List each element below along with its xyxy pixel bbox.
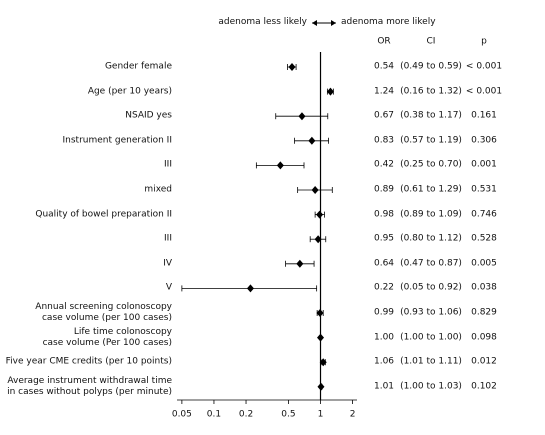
row-label: V — [165, 282, 172, 293]
x-tick-label: 0.1 — [207, 410, 221, 420]
estimate-diamond — [308, 136, 316, 145]
p-value: 0.001 — [471, 159, 497, 170]
row-label: Age (per 10 years) — [87, 86, 172, 97]
x-tick-label: 2 — [350, 410, 356, 420]
p-value: 0.531 — [471, 184, 497, 195]
p-value: 0.012 — [471, 356, 497, 367]
header-left: adenoma less likely — [218, 17, 307, 27]
row-label: mixed — [144, 184, 172, 195]
p-value: < 0.001 — [465, 86, 503, 97]
ci-text: (0.93 to 1.06) — [400, 307, 462, 318]
or-value: 0.89 — [373, 184, 395, 195]
row-label: NSAID yes — [125, 110, 172, 121]
or-value: 0.42 — [373, 159, 395, 170]
row-label: Life time colonoscopy case volume (Per 1… — [42, 326, 172, 348]
row-label: IV — [163, 258, 172, 269]
ci-text: (0.47 to 0.87) — [400, 258, 462, 269]
estimate-diamond — [326, 87, 334, 96]
estimate-diamond — [317, 382, 325, 391]
ci-text: (0.25 to 0.70) — [400, 159, 462, 170]
p-value: 0.829 — [471, 307, 497, 318]
x-tick-label: 0.05 — [172, 410, 192, 420]
x-tick-label: 0.5 — [281, 410, 295, 420]
row-label: Five year CME credits (per 10 points) — [5, 356, 172, 367]
or-value: 1.24 — [373, 86, 395, 97]
estimate-diamond — [314, 235, 322, 244]
header-right: adenoma more likely — [341, 17, 436, 27]
p-value: 0.038 — [471, 282, 497, 293]
ci-text: (0.38 to 1.17) — [400, 110, 462, 121]
or-value: 1.06 — [373, 356, 395, 367]
p-value: 0.161 — [471, 110, 497, 121]
p-value: 0.005 — [471, 258, 497, 269]
or-value: 0.64 — [373, 258, 395, 269]
or-value: 1.00 — [373, 332, 395, 343]
row-label: Instrument generation II — [62, 135, 173, 146]
row-label: Quality of bowel preparation II — [35, 209, 172, 220]
ci-text: (1.00 to 1.00) — [400, 332, 462, 343]
or-value: 0.54 — [373, 61, 395, 72]
or-value: 0.67 — [373, 110, 395, 121]
estimate-diamond — [296, 259, 304, 268]
row-label: Gender female — [104, 61, 172, 72]
estimate-diamond — [246, 284, 254, 293]
row-label: III — [164, 159, 172, 170]
x-tick-label: 1 — [318, 410, 324, 420]
or-value: 1.01 — [373, 381, 395, 392]
p-value: 0.306 — [471, 135, 497, 146]
ci-text: (0.49 to 0.59) — [400, 61, 462, 72]
estimate-diamond — [319, 358, 327, 367]
or-value: 0.22 — [373, 282, 395, 293]
ci-text: (0.61 to 1.29) — [400, 184, 462, 195]
ci-text: (1.00 to 1.03) — [400, 381, 462, 392]
or-value: 0.83 — [373, 135, 395, 146]
or-value: 0.99 — [373, 307, 395, 318]
ci-text: (0.05 to 0.92) — [400, 282, 462, 293]
p-value: 0.746 — [471, 209, 497, 220]
or-value: 0.95 — [373, 233, 395, 244]
p-value: < 0.001 — [465, 61, 503, 72]
or-value: 0.98 — [373, 209, 395, 220]
estimate-diamond — [311, 186, 319, 194]
row-label: Average instrument withdrawal time in ca… — [7, 375, 172, 397]
estimate-diamond — [298, 112, 306, 121]
x-tick-label: 0.2 — [239, 410, 253, 420]
col-header: p — [481, 36, 487, 47]
arrow-heads — [312, 20, 336, 26]
ci-text: (0.57 to 1.19) — [400, 135, 462, 146]
ci-text: (0.89 to 1.09) — [400, 209, 462, 220]
row-label: III — [164, 233, 172, 244]
col-header: OR — [377, 36, 391, 47]
p-value: 0.528 — [471, 233, 497, 244]
p-value: 0.098 — [471, 332, 497, 343]
ci-text: (1.01 to 1.11) — [400, 356, 462, 367]
p-value: 0.102 — [471, 381, 497, 392]
ci-text: (0.16 to 1.32) — [400, 86, 462, 97]
row-label: Annual screening colonoscopy case volume… — [35, 302, 172, 323]
estimate-diamond — [316, 309, 324, 317]
estimate-diamond — [317, 333, 325, 342]
col-header: CI — [426, 36, 436, 47]
estimate-diamond — [276, 161, 284, 170]
ci-text: (0.80 to 1.12) — [400, 233, 462, 244]
estimate-diamond — [288, 63, 296, 71]
estimate-diamond — [316, 210, 324, 219]
